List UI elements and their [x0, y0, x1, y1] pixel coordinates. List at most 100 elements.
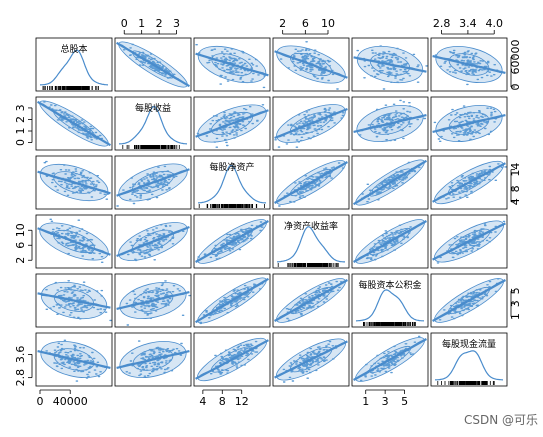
- left-tick-label: 3.6: [14, 346, 27, 364]
- rug-marks: [277, 263, 339, 267]
- panel-1-3: [272, 96, 350, 151]
- scatter-points: [436, 220, 506, 264]
- panel-4-3: [272, 273, 350, 328]
- left-tick-label: 2: [14, 116, 27, 123]
- left-tick-label: 6: [14, 242, 27, 249]
- panel-frame: [351, 37, 429, 92]
- smooth-line: [279, 110, 343, 138]
- variable-label: 净资产收益率: [284, 220, 338, 232]
- panel-frame: [114, 332, 192, 387]
- panel-2-3: [272, 155, 350, 210]
- axes-layer: 0 1 2 3 2 6 10 2.8 3.4 4.00 40000 4 8 12 1 3 5012326102.…: [14, 17, 522, 408]
- panel-5-0: [35, 332, 113, 387]
- right-tick-label: 4: [509, 198, 522, 205]
- variable-label: 每股收益: [135, 102, 171, 114]
- panel-3-1: [114, 214, 192, 269]
- bottom-tick-label: 4: [199, 395, 206, 408]
- smooth-line: [358, 223, 422, 259]
- panel-2-1: [114, 155, 192, 210]
- panel-5-3: [272, 332, 350, 387]
- panel-5-5: 每股现金流量: [430, 332, 508, 387]
- panel-frame: [272, 273, 350, 328]
- top-tick-label: 10: [321, 17, 335, 30]
- top-tick-label: 1: [138, 17, 145, 30]
- panel-frame: [193, 214, 271, 269]
- panel-frame: [35, 155, 113, 210]
- left-tick-label: 10: [14, 223, 27, 237]
- bottom-tick-label: 40000: [53, 395, 88, 408]
- panel-3-5: [430, 214, 508, 269]
- panel-frame: [35, 37, 113, 92]
- panel-frame: [430, 96, 508, 151]
- smooth-line: [121, 228, 185, 256]
- top-tick-label: 2: [156, 17, 163, 30]
- panel-frame: [430, 273, 508, 328]
- rug-marks: [42, 86, 99, 90]
- panel-2-5: [430, 155, 508, 210]
- density-curve: [434, 350, 504, 381]
- smooth-line: [279, 342, 343, 375]
- panel-frame: [430, 155, 508, 210]
- panel-frame: [272, 155, 350, 210]
- scatter-points: [195, 44, 266, 89]
- smooth-line: [121, 352, 185, 367]
- panel-frame: [430, 332, 508, 387]
- variable-label: 每股净资产: [209, 161, 254, 173]
- panel-3-3: 净资产收益率: [272, 214, 350, 269]
- density-curve: [276, 226, 345, 263]
- scatter-points: [442, 163, 507, 200]
- right-tick-label: 0: [509, 84, 522, 91]
- smooth-line: [42, 229, 106, 253]
- panel-frame: [114, 214, 192, 269]
- density-curve: [355, 289, 425, 322]
- scatter-points: [116, 165, 178, 207]
- top-tick-label: 2: [279, 17, 286, 30]
- panel-5-4: [351, 332, 429, 387]
- panel-frame: [272, 214, 350, 269]
- panel-frame: [114, 96, 192, 151]
- smooth-line: [358, 163, 422, 202]
- smooth-line: [437, 281, 501, 319]
- smooth-line: [42, 172, 106, 192]
- left-tick-label: 3: [14, 104, 27, 111]
- smooth-line: [42, 352, 106, 369]
- left-tick-label: 2.8: [14, 369, 27, 387]
- smooth-line: [200, 224, 264, 261]
- panel-3-4: [351, 214, 429, 269]
- panel-4-1: [114, 273, 192, 328]
- panel-2-4: [351, 155, 429, 210]
- right-tick-label: 60000: [509, 40, 522, 75]
- rug-marks: [198, 204, 265, 208]
- watermark: CSDN @可乐: [464, 413, 538, 427]
- smooth-line: [437, 116, 501, 131]
- panel-0-5: [430, 37, 508, 92]
- panel-0-4: [351, 37, 429, 92]
- right-tick-label: 8: [509, 185, 522, 192]
- top-tick-label: 6: [302, 17, 309, 30]
- panel-1-5: [430, 96, 508, 151]
- scatter-points: [433, 105, 497, 142]
- regression-line: [195, 339, 269, 380]
- bottom-tick-label: 5: [401, 395, 408, 408]
- panel-frame: [351, 96, 429, 151]
- panel-3-0: [35, 214, 113, 269]
- rug-marks: [437, 381, 495, 385]
- right-tick-label: 5: [509, 287, 522, 294]
- panel-5-2: [193, 332, 271, 387]
- panel-frame: [272, 96, 350, 151]
- variable-label: 每股现金流量: [442, 338, 496, 350]
- scatter-points: [209, 340, 259, 375]
- panel-frame: [114, 273, 192, 328]
- panel-4-0: [35, 273, 113, 328]
- panel-frame: [351, 273, 429, 328]
- bottom-tick-label: 12: [235, 395, 249, 408]
- smooth-line: [200, 110, 264, 136]
- panel-4-2: [193, 273, 271, 328]
- smooth-line: [121, 169, 185, 195]
- left-tick-label: 0: [14, 139, 27, 146]
- panel-frame: [114, 37, 192, 92]
- bottom-tick-label: 8: [219, 395, 226, 408]
- top-tick-label: 4.0: [485, 17, 503, 30]
- panel-1-1: 每股收益: [114, 96, 192, 151]
- bottom-tick-label: 1: [362, 395, 369, 408]
